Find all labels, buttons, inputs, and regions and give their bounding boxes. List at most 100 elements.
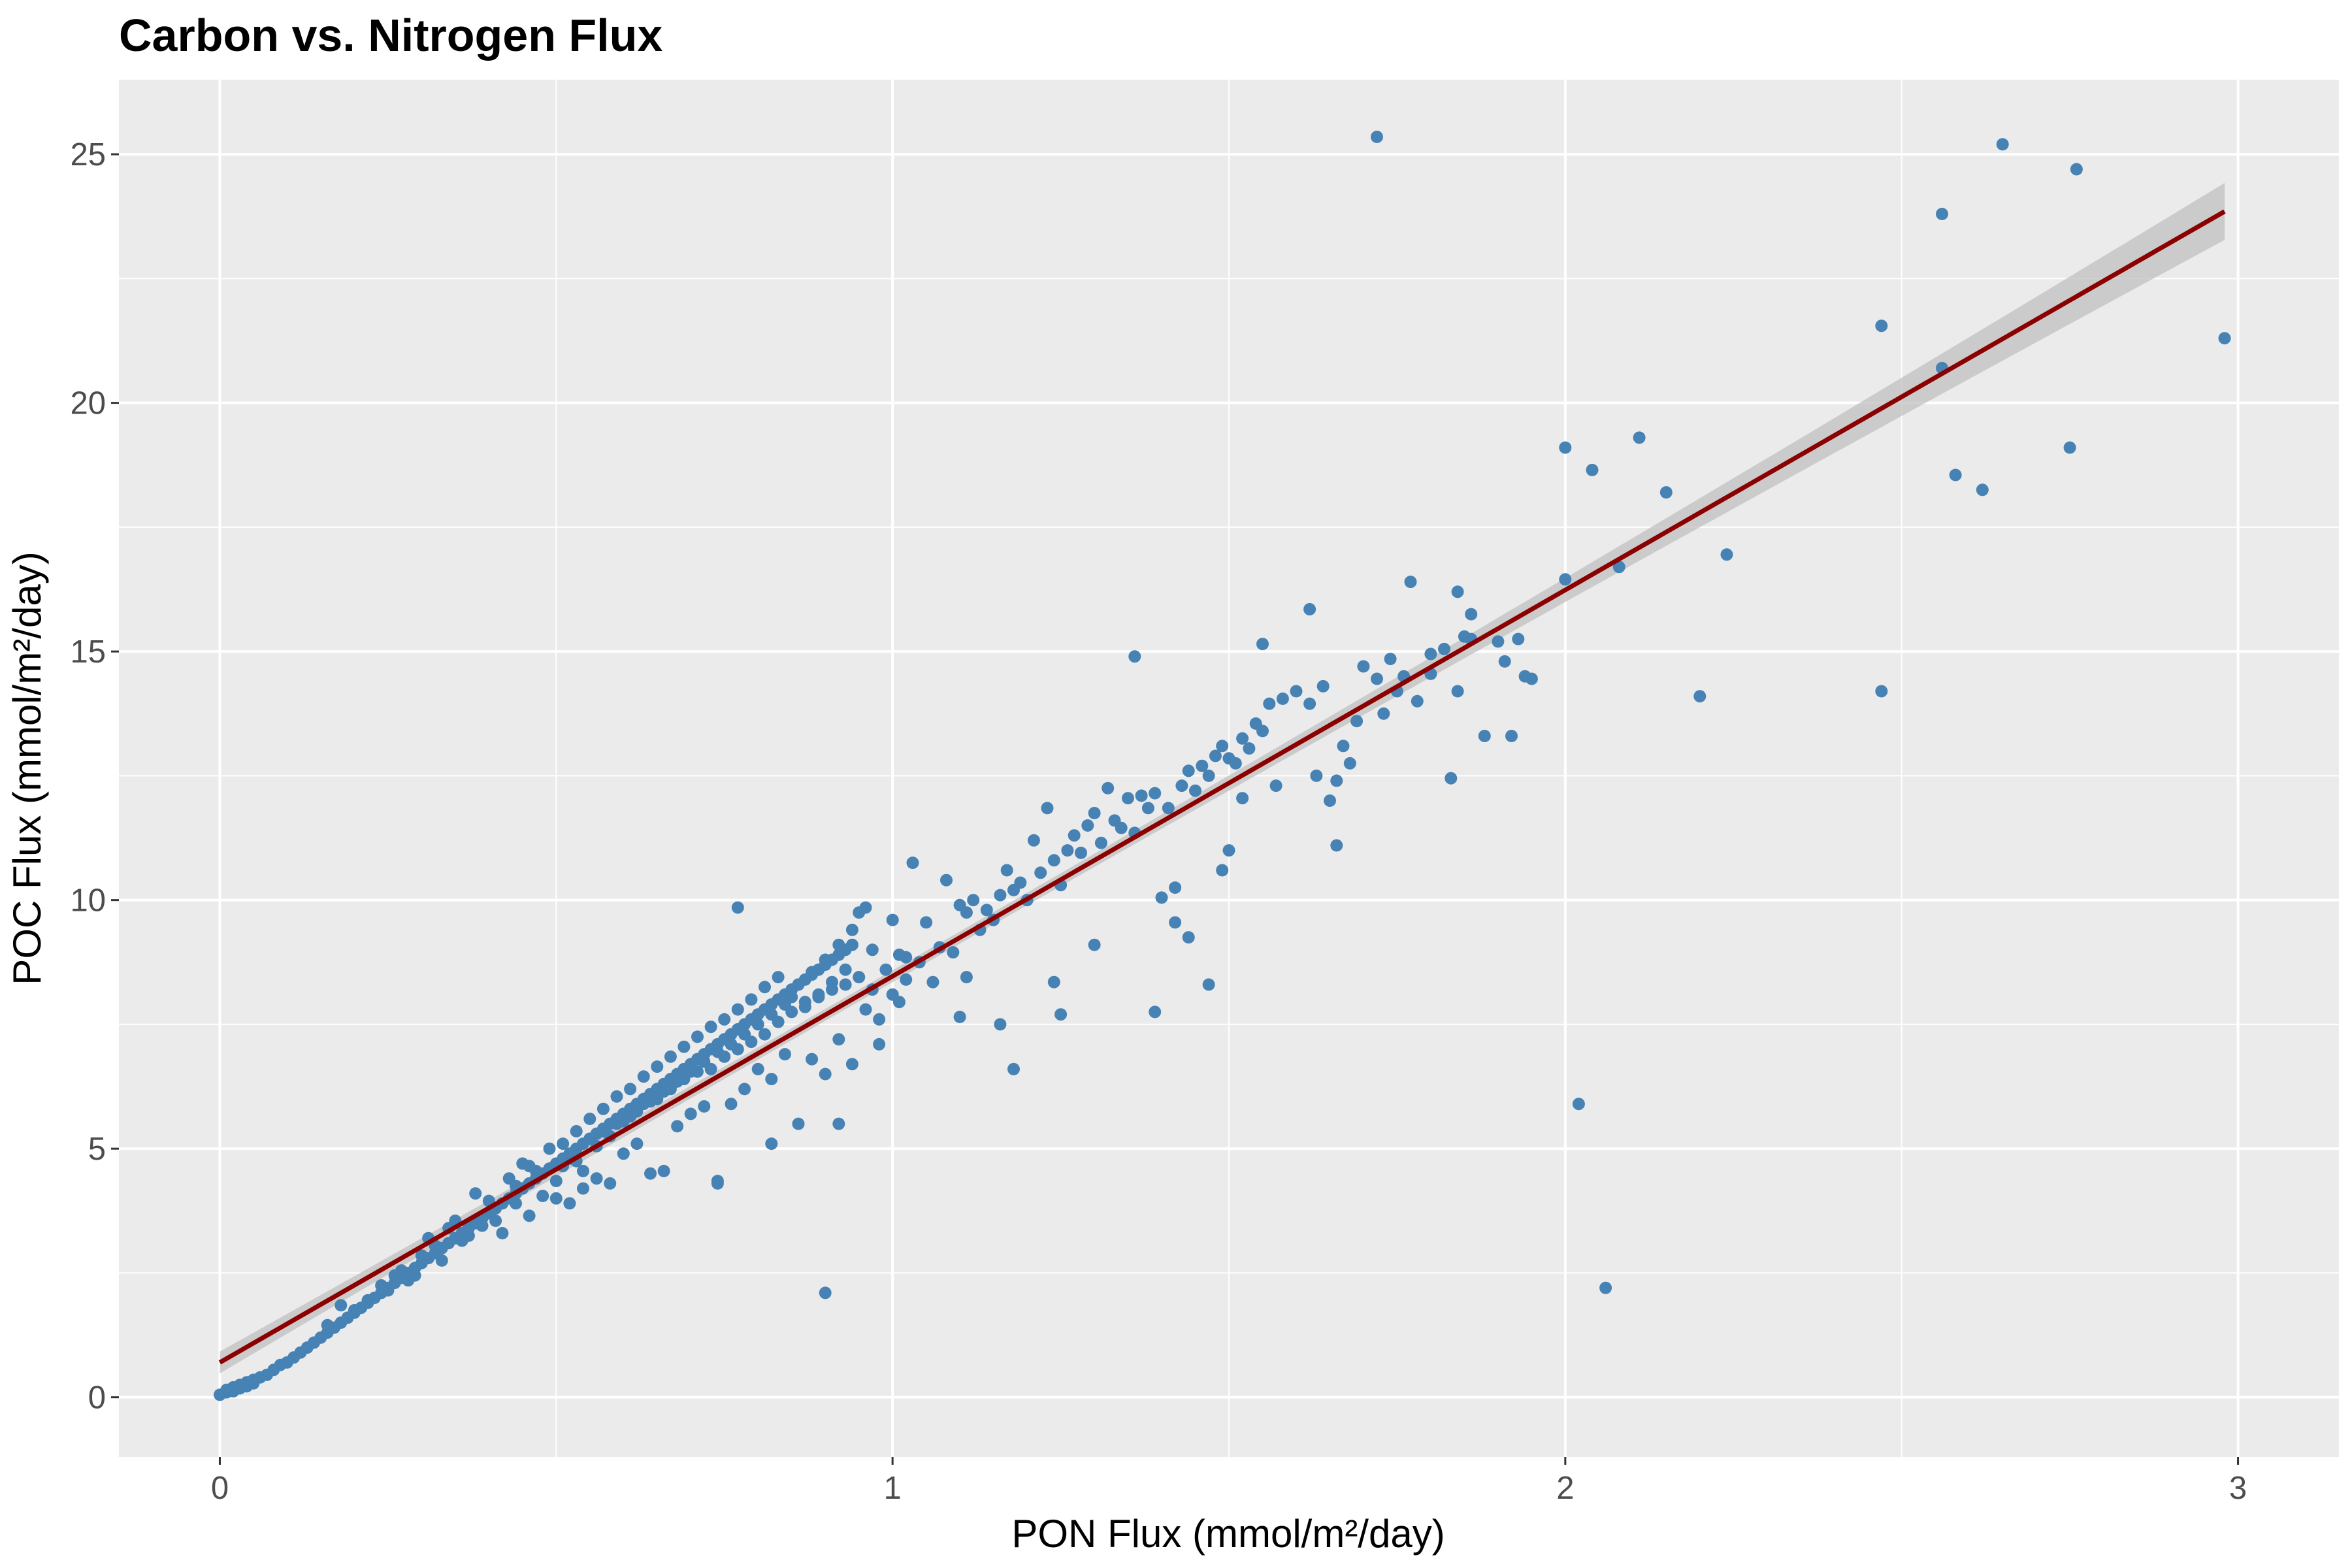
data-point [1559, 573, 1572, 586]
data-point [845, 1058, 858, 1071]
data-point [994, 1018, 1007, 1031]
data-point [947, 946, 960, 959]
major-gridlines [119, 80, 2339, 1457]
data-point [745, 1036, 758, 1049]
data-point [536, 1190, 549, 1202]
data-point [698, 1100, 711, 1113]
data-point [523, 1209, 536, 1222]
data-point [1000, 864, 1013, 877]
data-point [812, 990, 825, 1004]
data-point [892, 996, 906, 1009]
data-point [637, 1070, 650, 1083]
data-point [1027, 834, 1040, 847]
data-point [1094, 836, 1107, 849]
data-point [845, 923, 858, 936]
data-point [866, 943, 879, 956]
data-point [462, 1229, 475, 1242]
data-point [1202, 769, 1215, 782]
data-point [1088, 938, 1101, 951]
data-point [678, 1040, 691, 1053]
data-point [792, 978, 805, 991]
chart-title: Carbon vs. Nitrogen Flux [119, 10, 662, 61]
data-point [873, 1013, 886, 1026]
data-point [711, 1177, 724, 1190]
y-tick-label: 5 [88, 1132, 106, 1167]
data-point [415, 1249, 428, 1262]
data-point [839, 978, 852, 991]
data-point [839, 963, 852, 976]
data-point [1303, 697, 1316, 710]
data-point [1384, 653, 1397, 666]
data-point [1061, 844, 1074, 857]
data-point [792, 1117, 805, 1130]
data-point [583, 1113, 596, 1125]
data-point [853, 906, 866, 919]
y-tick-label: 15 [70, 634, 106, 670]
data-point [765, 1137, 778, 1151]
data-point [785, 1005, 798, 1019]
data-point [1175, 779, 1188, 792]
data-point [926, 975, 939, 988]
data-point [1525, 672, 1538, 685]
data-point [819, 1068, 832, 1081]
data-point [1256, 725, 1269, 738]
data-point [523, 1160, 536, 1173]
data-point [596, 1102, 610, 1115]
data-point [1088, 807, 1101, 819]
data-point [940, 874, 953, 887]
data-point [1659, 486, 1673, 499]
data-point [900, 973, 913, 986]
data-point [651, 1060, 664, 1073]
data-point [1222, 844, 1235, 857]
data-point [1875, 685, 1888, 698]
data-point [1216, 740, 1229, 753]
data-point [759, 981, 771, 994]
data-point [630, 1137, 644, 1151]
y-tick-label: 10 [70, 883, 106, 919]
data-point [798, 996, 811, 1009]
data-point [1404, 576, 1417, 589]
data-point [1209, 749, 1222, 762]
data-point [361, 1294, 374, 1307]
data-point [1492, 635, 1505, 648]
data-point [806, 1053, 819, 1066]
data-point [543, 1142, 556, 1155]
data-point [718, 1050, 731, 1063]
data-point [1216, 864, 1229, 877]
data-point [657, 1164, 670, 1177]
data-point [853, 971, 866, 984]
data-point [1875, 319, 1888, 333]
data-point [610, 1117, 623, 1130]
data-point [1572, 1098, 1585, 1111]
data-point [1343, 757, 1356, 770]
data-point [2070, 163, 2083, 176]
data-point [873, 1037, 886, 1051]
data-point [1424, 647, 1437, 661]
data-point [469, 1187, 482, 1200]
data-point [604, 1177, 617, 1190]
data-point [1155, 891, 1168, 904]
data-point [644, 1167, 657, 1180]
x-tick-label: 1 [884, 1471, 902, 1506]
data-point [1236, 732, 1249, 745]
data-point [1377, 707, 1390, 720]
data-point [637, 1098, 650, 1111]
data-point [1512, 632, 1525, 645]
data-point [557, 1137, 570, 1151]
x-tick-label: 0 [211, 1471, 229, 1506]
data-point [549, 1175, 563, 1188]
data-point [826, 983, 838, 996]
data-point [1505, 730, 1518, 742]
data-point [1182, 764, 1195, 777]
data-point [1324, 794, 1336, 807]
data-point [1720, 548, 1733, 561]
data-point [879, 963, 892, 976]
data-point [590, 1172, 603, 1185]
data-point [435, 1254, 448, 1267]
data-point [738, 1083, 751, 1096]
data-point [1949, 468, 1962, 482]
data-point [731, 901, 744, 914]
data-point [1149, 1005, 1162, 1019]
data-point [1371, 131, 1383, 143]
